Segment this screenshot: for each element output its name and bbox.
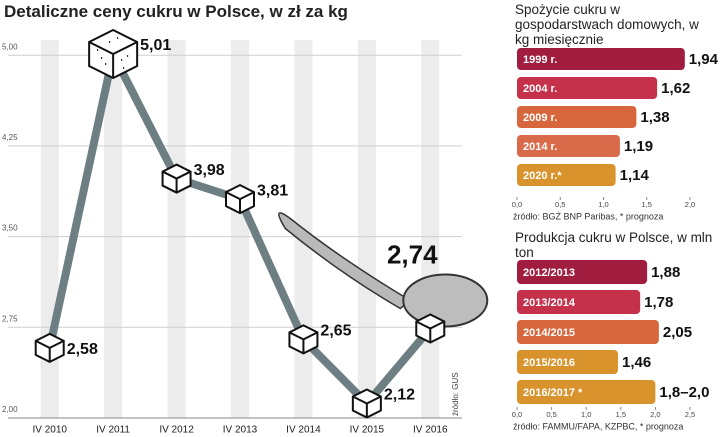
bar bbox=[517, 320, 659, 344]
bar bbox=[517, 48, 685, 70]
x-tick-label: 1,0 bbox=[598, 200, 608, 209]
bar bbox=[517, 290, 641, 314]
category-label: 2016/2017 * bbox=[523, 387, 583, 399]
cube-marker bbox=[225, 184, 255, 215]
data-label: 1,62 bbox=[661, 80, 690, 97]
data-label: 1,46 bbox=[622, 354, 651, 371]
x-tick-label: IV 2016 bbox=[413, 425, 448, 436]
data-label: 2,65 bbox=[320, 323, 351, 340]
data-label: 2,12 bbox=[384, 387, 415, 404]
x-tick-label: IV 2013 bbox=[223, 425, 258, 436]
x-tick-label: IV 2012 bbox=[159, 425, 194, 436]
cube-texture bbox=[97, 37, 129, 70]
chart-title: Produkcja cukru w Polsce, w mln ton bbox=[515, 230, 713, 260]
category-label: 2015/2016 bbox=[523, 357, 575, 369]
data-label: 1,14 bbox=[620, 167, 650, 184]
x-tick-label: 1,0 bbox=[581, 410, 591, 419]
cube-edge bbox=[88, 41, 138, 79]
x-tick-label: 2,0 bbox=[685, 200, 695, 209]
x-tick-label: IV 2014 bbox=[286, 425, 321, 436]
x-tick-label: IV 2010 bbox=[32, 425, 67, 436]
cube-marker bbox=[351, 388, 382, 419]
data-label: 3,98 bbox=[194, 162, 225, 179]
x-tick-label: 0,5 bbox=[546, 410, 556, 419]
category-band bbox=[421, 40, 440, 418]
data-label: 1,19 bbox=[624, 138, 653, 155]
source-note: źródło: FAMMU/FAPA, KZPBC, * prognoza bbox=[513, 421, 683, 431]
source-note: źródło: BGŻ BNP Paribas, * prognoza bbox=[513, 211, 663, 221]
x-tick-label: IV 2015 bbox=[350, 425, 385, 436]
y-tick-label: 2,00 bbox=[2, 405, 18, 414]
cube-edge bbox=[225, 191, 255, 214]
x-tick-label: 0,5 bbox=[555, 200, 565, 209]
bar bbox=[517, 77, 658, 99]
category-band bbox=[231, 40, 249, 418]
data-label: 1,38 bbox=[640, 109, 669, 126]
category-band bbox=[167, 40, 186, 418]
cube-edge bbox=[162, 170, 192, 193]
category-label: 2014 r. bbox=[523, 141, 557, 153]
chart-title: Detaliczne ceny cukru w Polsce, w zł za … bbox=[4, 2, 348, 21]
cube-marker bbox=[415, 313, 446, 344]
x-tick-label: 2,5 bbox=[685, 410, 695, 419]
data-label: 2,58 bbox=[67, 341, 98, 358]
data-label: 2,74 bbox=[387, 239, 438, 269]
spoon-bowl bbox=[402, 273, 489, 328]
data-label: 2,05 bbox=[663, 324, 692, 341]
y-tick-label: 5,00 bbox=[2, 42, 18, 51]
bar bbox=[517, 164, 616, 186]
data-label: 1,88 bbox=[651, 264, 680, 281]
bar bbox=[517, 380, 656, 404]
bar bbox=[517, 350, 619, 374]
data-label: 1,78 bbox=[644, 294, 673, 311]
category-label: 2013/2014 bbox=[523, 297, 576, 309]
bar bbox=[517, 106, 637, 128]
category-band bbox=[104, 40, 123, 418]
cube-edge bbox=[352, 395, 382, 418]
cube-edge bbox=[35, 339, 65, 362]
x-tick-label: 1,5 bbox=[616, 410, 626, 419]
data-label: 1,8–2,0 bbox=[659, 384, 709, 401]
data-label: 3,81 bbox=[257, 182, 288, 199]
cube-marker bbox=[88, 28, 139, 80]
bar bbox=[517, 135, 620, 157]
y-tick-label: 4,25 bbox=[2, 133, 18, 142]
cube-marker bbox=[161, 163, 192, 194]
x-tick-label: 1,5 bbox=[642, 200, 652, 209]
category-label: 2014/2015 bbox=[523, 327, 575, 339]
bar bbox=[517, 260, 648, 284]
category-label: 2004 r. bbox=[523, 83, 557, 95]
spoon-handle bbox=[278, 212, 412, 310]
cube-edge bbox=[415, 320, 445, 343]
chart-title: Spożycie cukru w gospodarstwach domowych… bbox=[515, 2, 699, 47]
cube-marker bbox=[288, 324, 319, 355]
cube-edge bbox=[288, 331, 318, 354]
y-tick-label: 3,50 bbox=[2, 224, 18, 233]
category-label: 2020 r.* bbox=[523, 170, 562, 182]
x-tick-label: 2,0 bbox=[650, 410, 660, 419]
category-label: 2009 r. bbox=[523, 112, 557, 124]
category-band bbox=[357, 40, 376, 418]
data-label: 1,94 bbox=[689, 51, 719, 68]
data-label: 5,01 bbox=[140, 37, 171, 54]
category-label: 1999 r. bbox=[523, 54, 557, 66]
x-tick-label: 0,0 bbox=[512, 200, 522, 209]
x-tick-label: 0,0 bbox=[512, 410, 522, 419]
y-tick-label: 2,75 bbox=[2, 314, 18, 323]
category-label: 2012/2013 bbox=[523, 267, 575, 279]
x-tick-label: IV 2011 bbox=[96, 425, 130, 436]
cube-marker bbox=[34, 332, 65, 363]
source-note: źródło: GUS bbox=[451, 372, 460, 416]
